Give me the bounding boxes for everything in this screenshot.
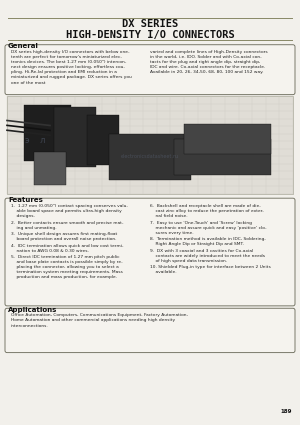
FancyBboxPatch shape [34,152,66,185]
Text: 5.  Direct IDC termination of 1.27 mm pitch public
    and base plate contacts i: 5. Direct IDC termination of 1.27 mm pit… [11,255,123,279]
Text: Features: Features [8,197,43,203]
FancyBboxPatch shape [54,107,96,167]
FancyBboxPatch shape [184,125,271,154]
Text: 6.  Backshell and receptacle shell are made of die-
    cast zinc alloy to reduc: 6. Backshell and receptacle shell are ma… [150,204,264,218]
Text: 3.  Unique shell design assures first mating-float
    board protection and over: 3. Unique shell design assures first mat… [11,232,117,241]
Text: 8.  Termination method is available in IDC, Soldering,
    Right Angle Dip or St: 8. Termination method is available in ID… [150,237,266,246]
FancyBboxPatch shape [87,115,119,165]
Text: 10. Shielded Plug-in type for interface between 2 Units
    available.: 10. Shielded Plug-in type for interface … [150,265,271,274]
Text: 4.  IDC termination allows quick and low cost termi-
    nation to AWG 0.08 & 0.: 4. IDC termination allows quick and low … [11,244,124,252]
Text: 9.  DX with 3 coaxial and 3 cavities for Co-axial
    contacts are widely introd: 9. DX with 3 coaxial and 3 cavities for … [150,249,265,263]
Text: General: General [8,43,39,49]
Text: electronicsdatasheet.ru: electronicsdatasheet.ru [121,154,179,159]
Text: 2.  Better contacts ensure smooth and precise mat-
    ing and unmating.: 2. Better contacts ensure smooth and pre… [11,221,124,230]
Text: 7.  Easy to use 'One-Touch' and 'Screw' locking
    mechanic and assure quick an: 7. Easy to use 'One-Touch' and 'Screw' l… [150,221,267,235]
Text: Office Automation, Computers, Communications Equipment, Factory Automation,
Home: Office Automation, Computers, Communicat… [11,313,188,328]
FancyBboxPatch shape [24,105,71,161]
Text: varied and complete lines of High-Density connectors
in the world, i.e. IDO. Sol: varied and complete lines of High-Densit… [150,50,268,74]
FancyBboxPatch shape [5,45,295,95]
Text: HIGH-DENSITY I/O CONNECTORS: HIGH-DENSITY I/O CONNECTORS [66,30,234,40]
FancyBboxPatch shape [109,134,191,180]
Text: DX series high-density I/O connectors with below one-
tenth are perfect for tomo: DX series high-density I/O connectors wi… [11,50,132,85]
Text: 189: 189 [280,409,292,414]
Text: Applications: Applications [8,307,57,313]
Text: э    л: э л [25,136,46,144]
FancyBboxPatch shape [5,198,295,306]
Text: 1.  1.27 mm (0.050") contact spacing conserves valu-
    able board space and pe: 1. 1.27 mm (0.050") contact spacing cons… [11,204,128,218]
FancyBboxPatch shape [174,139,271,175]
Text: DX SERIES: DX SERIES [122,19,178,29]
FancyBboxPatch shape [5,308,295,353]
FancyBboxPatch shape [7,96,293,194]
